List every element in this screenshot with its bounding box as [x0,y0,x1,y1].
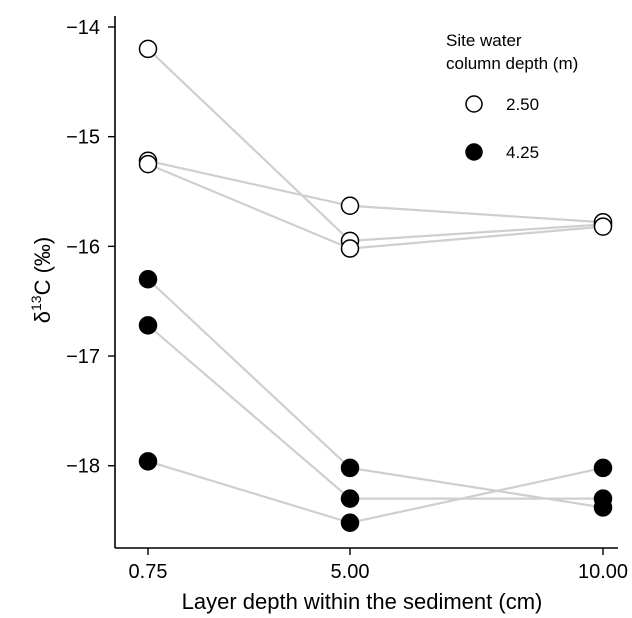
data-point [138,316,158,335]
data-point [593,489,613,508]
x-axis-title: Layer depth within the sediment (cm) [182,589,543,614]
legend: Site water column depth (m) 2.50 4.25 [446,31,578,162]
data-point [138,270,158,289]
connector-line [147,460,604,524]
data-point [138,154,158,174]
y-axis-title-prefix: δ [30,311,55,323]
y-axis-title-suffix: C (‰) [30,237,55,296]
y-tick-label: −16 [66,236,100,258]
y-axis-title: δ13C (‰) [28,237,55,323]
y-tick-label: −18 [66,456,100,478]
data-point [138,452,158,471]
data-point [340,239,360,258]
x-tick-label: 0.75 [129,561,168,583]
legend-label-4-25: 4.25 [506,143,539,162]
legend-marker-4-25 [465,143,483,161]
y-tick-label: −14 [66,17,100,39]
legend-title-line1: Site water [446,31,522,50]
connector-lines [147,48,604,524]
data-points [138,39,613,533]
x-axis-ticks: 0.75 5.00 10.00 [129,548,628,583]
y-axis-ticks: −14 −15 −16 −17 −18 [66,17,115,478]
x-tick-label: 5.00 [331,561,370,583]
y-tick-label: −15 [66,127,100,149]
legend-title-line2: column depth (m) [446,54,578,73]
connector-line [147,278,604,509]
y-tick-label: −17 [66,346,100,368]
data-point [340,458,360,478]
x-tick-label: 10.00 [578,561,628,583]
legend-label-2-50: 2.50 [506,95,539,114]
data-point [340,196,360,216]
legend-marker-2-50 [465,95,483,113]
y-axis-title-superscript: 13 [28,295,44,311]
data-point [593,217,613,236]
data-point [340,513,360,533]
data-point [340,489,360,508]
data-point [138,39,158,59]
data-point [593,458,613,478]
